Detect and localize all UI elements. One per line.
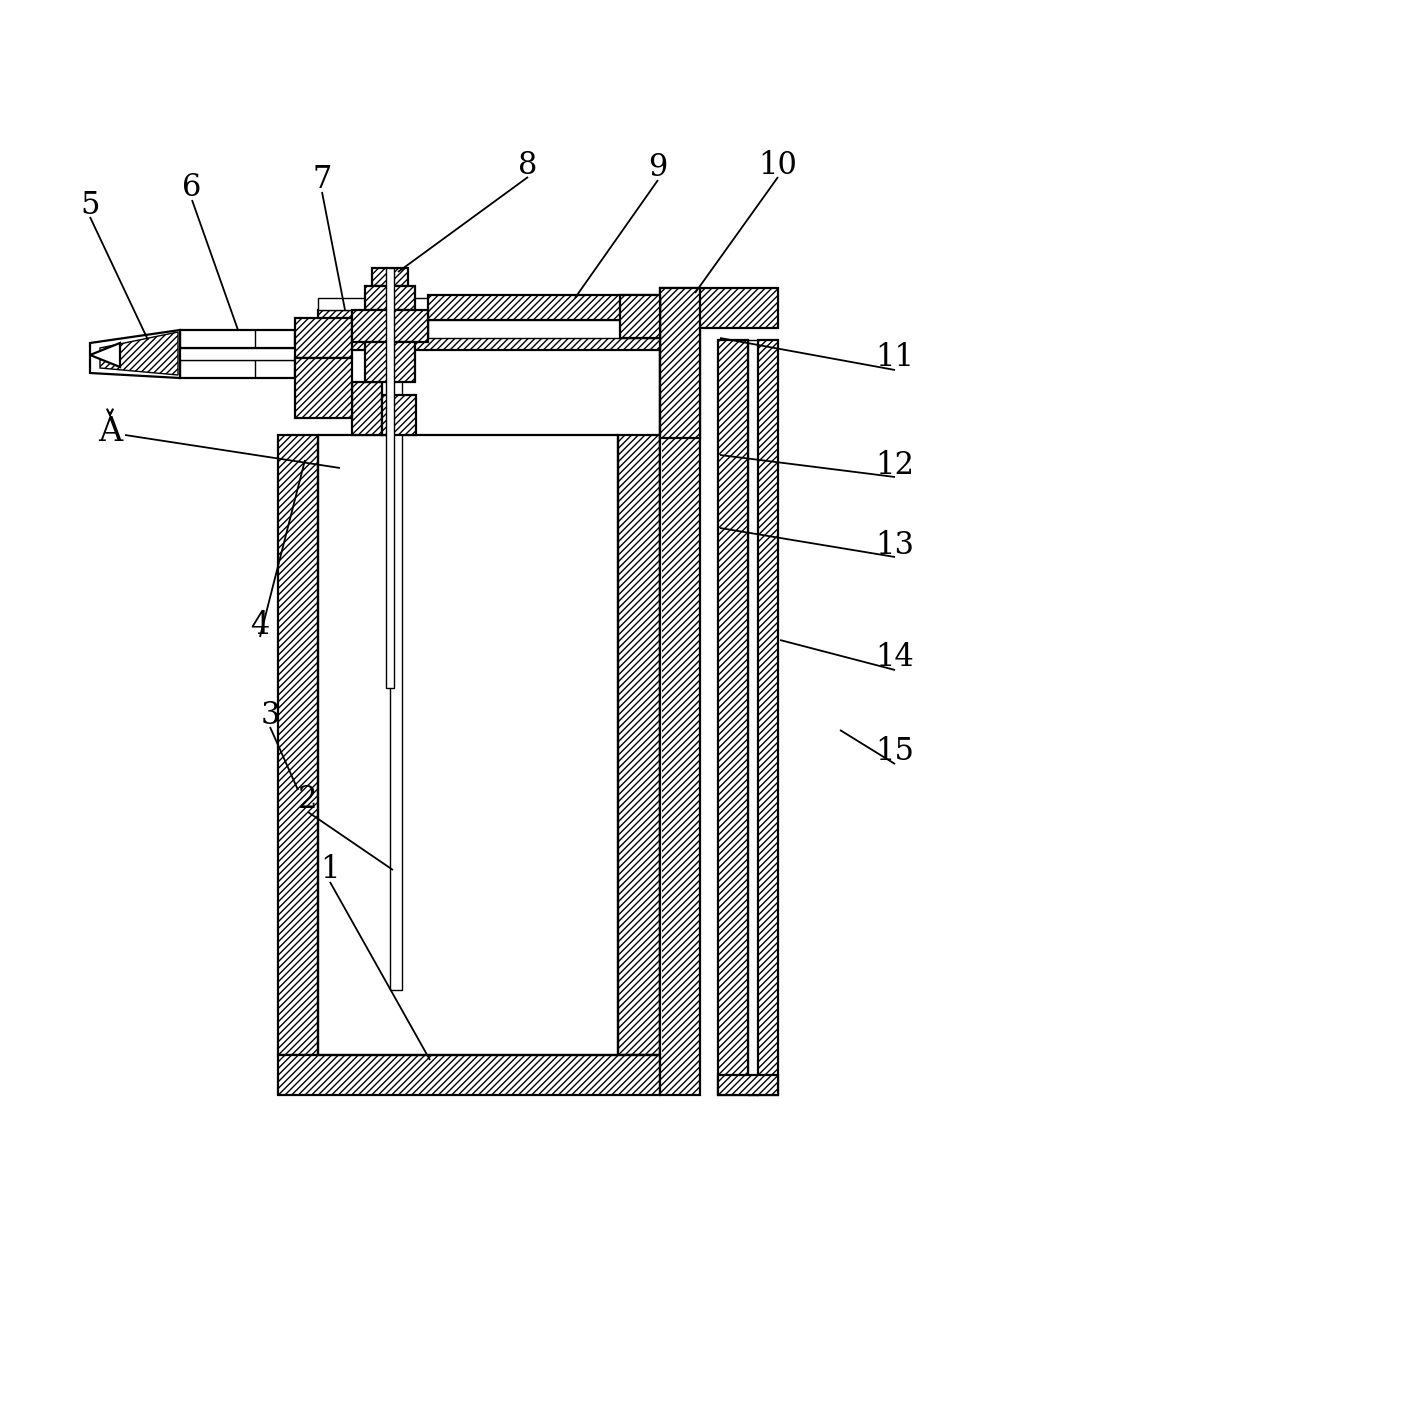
Bar	[179, 360, 295, 377]
Bar	[179, 329, 295, 348]
Bar	[618, 435, 659, 1055]
Bar	[295, 358, 352, 418]
Text: 11: 11	[875, 342, 915, 373]
Bar	[352, 310, 428, 342]
Bar	[717, 339, 748, 1095]
Bar	[318, 298, 659, 310]
Bar	[717, 1074, 778, 1095]
Text: 4: 4	[250, 610, 270, 641]
Bar	[318, 435, 618, 1055]
Bar	[659, 438, 662, 1053]
Text: A: A	[97, 415, 121, 448]
Bar	[352, 382, 383, 435]
Text: 7: 7	[312, 165, 332, 196]
Bar	[748, 339, 758, 1095]
Bar	[318, 310, 659, 351]
Bar	[390, 351, 402, 990]
Bar	[371, 268, 408, 286]
Bar	[364, 342, 415, 382]
Text: 15: 15	[875, 736, 915, 767]
Text: 2: 2	[298, 784, 318, 815]
Text: 1: 1	[321, 855, 340, 886]
Text: 6: 6	[182, 173, 202, 204]
Text: 12: 12	[875, 449, 915, 480]
Bar	[278, 1055, 659, 1095]
Text: 9: 9	[648, 152, 668, 183]
Bar	[179, 348, 295, 360]
Bar	[758, 339, 778, 1095]
Bar	[278, 435, 318, 1055]
Polygon shape	[100, 332, 178, 375]
Text: 13: 13	[875, 529, 915, 560]
Bar	[428, 320, 658, 338]
Bar	[659, 289, 700, 438]
Text: 10: 10	[758, 149, 798, 180]
Polygon shape	[90, 344, 120, 367]
Bar	[295, 318, 352, 358]
Bar	[385, 268, 394, 689]
Bar	[620, 296, 659, 338]
Bar	[428, 296, 658, 320]
Bar	[364, 286, 415, 310]
Text: 14: 14	[875, 642, 915, 673]
Polygon shape	[90, 329, 179, 377]
Text: 8: 8	[518, 149, 538, 180]
Bar	[659, 289, 778, 328]
Text: 5: 5	[80, 190, 100, 221]
Bar	[383, 396, 417, 435]
Text: 3: 3	[260, 700, 280, 731]
Bar	[659, 328, 700, 1095]
